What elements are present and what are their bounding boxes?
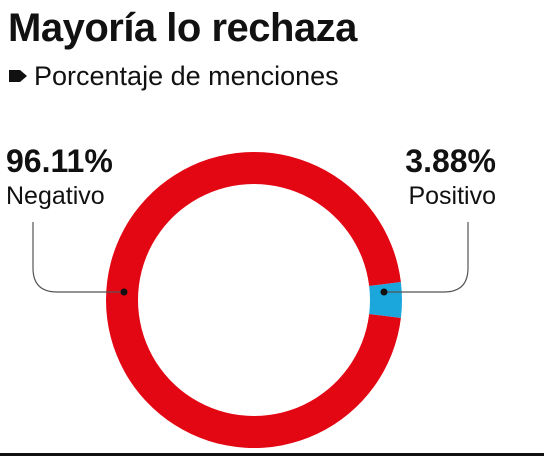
leader-dot-negativo — [120, 288, 128, 296]
chart-subtitle: Porcentaje de menciones — [8, 58, 339, 94]
pentagon-bullet-icon — [9, 70, 27, 82]
leader-dot-positivo — [380, 288, 388, 296]
bottom-rule — [0, 453, 544, 456]
slice-label-positivo: Positivo — [408, 182, 496, 210]
slice-label-negativo: Negativo — [6, 182, 105, 210]
slice-value-label-positivo: 3.88% — [405, 143, 496, 179]
chart-title: Mayoría lo rechaza — [8, 6, 357, 50]
leader-line-positivo — [384, 222, 469, 293]
callout-negativo: 96.11% Negativo — [6, 143, 128, 296]
donut-slice-positivo — [369, 282, 402, 318]
callout-positivo: 3.88% Positivo — [380, 143, 496, 296]
leader-line-negativo — [32, 222, 124, 293]
donut-ring — [105, 152, 402, 449]
chart-subtitle-text: Porcentaje de menciones — [34, 61, 339, 91]
donut-slice-negativo — [105, 152, 401, 449]
slice-value-label-negativo: 96.11% — [6, 143, 113, 179]
